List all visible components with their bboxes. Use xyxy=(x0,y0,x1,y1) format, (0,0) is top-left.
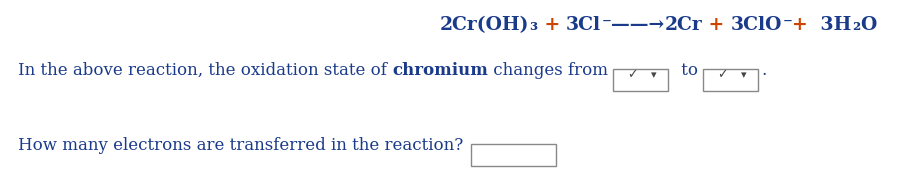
Text: 2Cr: 2Cr xyxy=(665,16,702,34)
Text: changes from: changes from xyxy=(488,62,608,79)
Text: chromium: chromium xyxy=(392,62,488,79)
Text: 3H: 3H xyxy=(815,16,851,34)
Text: .: . xyxy=(761,62,766,79)
Bar xyxy=(703,69,758,91)
Text: 3Cl: 3Cl xyxy=(566,16,601,34)
Text: ——→: ——→ xyxy=(611,16,665,34)
Text: O: O xyxy=(860,16,877,34)
Text: ✓: ✓ xyxy=(717,68,727,81)
Text: ⁻: ⁻ xyxy=(601,16,611,34)
Text: ▾: ▾ xyxy=(742,70,747,80)
Text: ✓: ✓ xyxy=(627,68,638,81)
Text: ₃: ₃ xyxy=(530,16,538,34)
Text: to: to xyxy=(676,62,698,79)
Text: ⁻: ⁻ xyxy=(782,16,792,34)
Text: In the above reaction, the oxidation state of: In the above reaction, the oxidation sta… xyxy=(18,62,392,79)
Text: +: + xyxy=(702,16,731,34)
Text: +: + xyxy=(538,16,566,34)
Text: ₂: ₂ xyxy=(851,16,860,34)
Bar xyxy=(613,69,668,91)
Text: 2Cr(OH): 2Cr(OH) xyxy=(440,16,530,34)
Bar xyxy=(471,144,556,166)
Text: +: + xyxy=(792,16,815,34)
Text: How many electrons are transferred in the reaction?: How many electrons are transferred in th… xyxy=(18,137,463,154)
Text: 3ClO: 3ClO xyxy=(731,16,782,34)
Text: ▾: ▾ xyxy=(651,70,657,80)
